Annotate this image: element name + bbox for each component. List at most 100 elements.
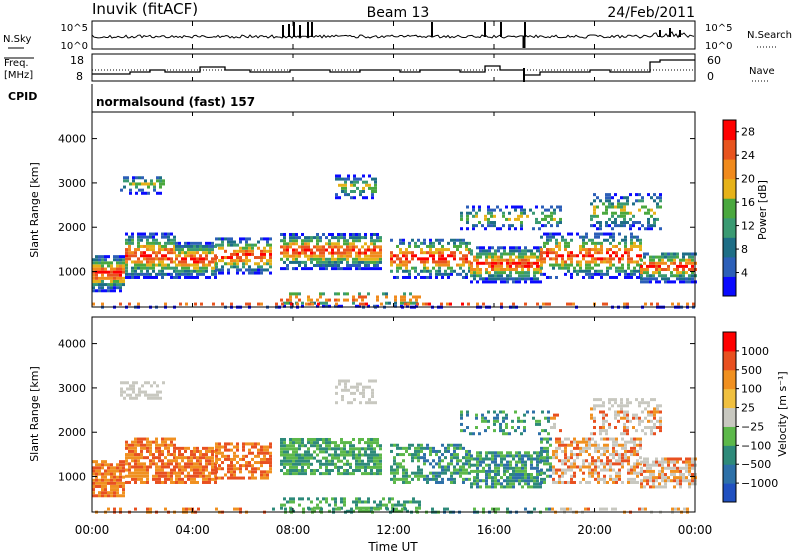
heatmap-cell	[638, 507, 641, 511]
heatmap-cell	[257, 268, 260, 272]
heatmap-cell	[417, 453, 420, 457]
heatmap-cell	[161, 275, 164, 279]
heatmap-cell	[620, 432, 623, 436]
heatmap-cell	[596, 205, 599, 209]
heatmap-cell	[656, 426, 659, 430]
heatmap-cell	[152, 251, 155, 255]
heatmap-cell	[144, 390, 147, 394]
heatmap-cell	[331, 236, 334, 240]
heatmap-cell	[316, 239, 319, 243]
heatmap-cell	[521, 249, 524, 253]
heatmap-cell	[594, 459, 597, 463]
heatmap-cell	[134, 507, 137, 511]
heatmap-cell	[556, 224, 559, 228]
heatmap-cell	[304, 248, 307, 252]
heatmap-cell	[509, 252, 512, 256]
heatmap-cell	[459, 241, 462, 245]
heatmap-cell	[283, 301, 286, 305]
heatmap-cell	[305, 302, 308, 306]
heatmap-cell	[435, 480, 438, 484]
heatmap-cell	[379, 236, 382, 240]
heatmap-cell	[208, 251, 211, 255]
heatmap-cell	[196, 266, 199, 270]
heatmap-cell	[536, 482, 539, 486]
heatmap-cell	[132, 384, 135, 388]
heatmap-cell	[579, 251, 582, 255]
heatmap-cell	[215, 268, 218, 272]
heatmap-cell	[441, 480, 444, 484]
heatmap-cell	[292, 472, 295, 476]
heatmap-cell	[364, 469, 367, 473]
heatmap-cell	[373, 245, 376, 249]
heatmap-cell	[125, 251, 128, 255]
heatmap-cell	[518, 258, 521, 262]
heatmap-cell	[447, 248, 450, 252]
heatmap-cell	[254, 256, 257, 260]
heatmap-cell	[543, 462, 546, 466]
heatmap-cell	[453, 471, 456, 475]
heatmap-cell	[343, 469, 346, 473]
heatmap-cell	[370, 441, 373, 445]
heatmap-cell	[491, 479, 494, 483]
heatmap-cell	[506, 507, 509, 511]
heatmap-cell	[646, 268, 649, 271]
heatmap-cell	[639, 244, 642, 248]
heatmap-cell	[536, 460, 539, 464]
heatmap-cell	[535, 422, 538, 426]
heatmap-cell	[358, 260, 361, 264]
heatmap-cell	[254, 470, 257, 474]
heatmap-cell	[626, 413, 629, 417]
heatmap-cell	[298, 447, 301, 451]
heatmap-cell	[411, 477, 414, 481]
heatmap-cell	[119, 258, 122, 262]
heatmap-cell	[310, 236, 313, 240]
heatmap-cell	[292, 500, 295, 504]
heatmap-cell	[368, 174, 371, 178]
heatmap-cell	[202, 251, 205, 255]
heatmap-cell	[202, 453, 205, 457]
heatmap-cell	[367, 509, 370, 513]
heatmap-cell	[170, 474, 173, 478]
heatmap-cell	[438, 465, 441, 469]
heatmap-cell	[482, 249, 485, 253]
heatmap-cell	[260, 470, 263, 474]
heatmap-cell	[346, 509, 349, 513]
heatmap-cell	[435, 453, 438, 457]
heatmap-cell	[325, 236, 328, 240]
heatmap-cell	[202, 244, 205, 248]
heatmap-cell	[110, 466, 113, 470]
heatmap-cell	[298, 456, 301, 460]
heatmap-cell	[468, 263, 471, 267]
heatmap-cell	[343, 248, 346, 252]
heatmap-cell	[585, 269, 588, 273]
heatmap-cell	[295, 260, 298, 264]
heatmap-cell	[515, 246, 518, 250]
heatmap-cell	[122, 279, 125, 283]
heatmap-cell	[623, 211, 626, 215]
colorbar-tick-label: 4	[741, 267, 748, 280]
heatmap-cell	[682, 252, 685, 256]
heatmap-cell	[286, 245, 289, 249]
heatmap-cell	[497, 258, 500, 262]
heatmap-cell	[364, 462, 367, 466]
heatmap-cell	[362, 302, 365, 306]
heatmap-cell	[641, 398, 644, 402]
heatmap-cell	[683, 507, 686, 511]
heatmap-cell	[355, 245, 358, 249]
heatmap-cell	[337, 239, 340, 243]
heatmap-cell	[540, 235, 543, 239]
heatmap-cell	[205, 449, 208, 453]
heatmap-cell	[211, 477, 214, 481]
heatmap-cell	[138, 182, 141, 186]
heatmap-cell	[280, 469, 283, 473]
heatmap-cell	[295, 465, 298, 469]
heatmap-cell	[609, 232, 612, 236]
heatmap-cell	[627, 480, 630, 484]
heatmap-cell	[499, 410, 502, 414]
heatmap-cell	[337, 236, 340, 240]
heatmap-cell	[402, 465, 405, 469]
heatmap-cell	[295, 472, 298, 476]
heatmap-cell	[594, 235, 597, 239]
heatmap-cell	[524, 271, 527, 275]
heatmap-cell	[146, 443, 149, 447]
